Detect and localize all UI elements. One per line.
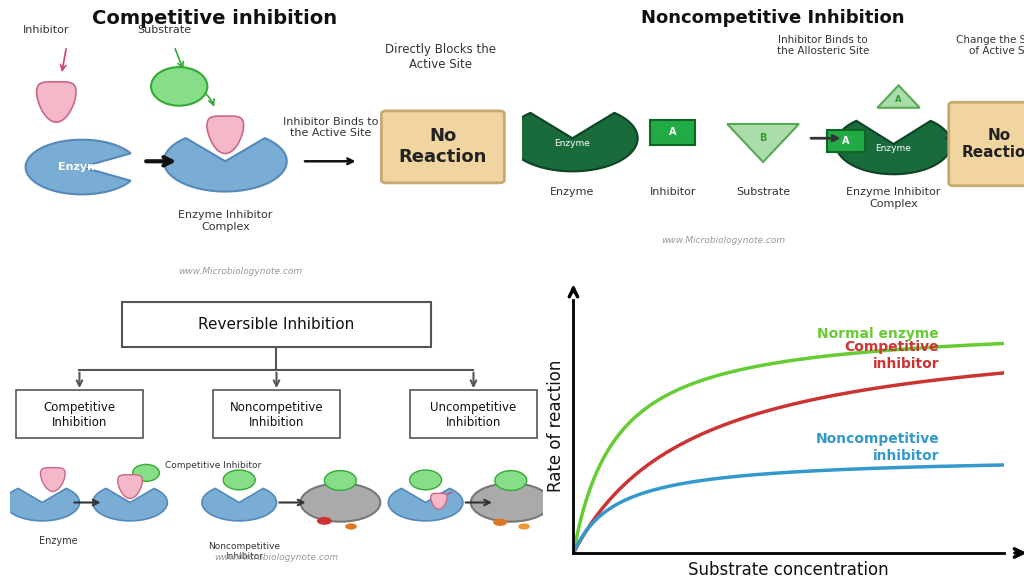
Text: Competitive Inhibitor: Competitive Inhibitor bbox=[165, 461, 261, 471]
Text: No
Reaction: No Reaction bbox=[398, 127, 487, 166]
FancyBboxPatch shape bbox=[213, 389, 340, 438]
FancyBboxPatch shape bbox=[15, 389, 143, 438]
Polygon shape bbox=[164, 138, 287, 191]
Polygon shape bbox=[431, 494, 447, 509]
Polygon shape bbox=[93, 488, 167, 521]
Text: Inhibitor: Inhibitor bbox=[23, 25, 70, 35]
Circle shape bbox=[518, 524, 530, 529]
Ellipse shape bbox=[325, 471, 356, 490]
Text: Enzyme Inhibitor
Complex: Enzyme Inhibitor Complex bbox=[847, 187, 941, 209]
Text: Competitive inhibition: Competitive inhibition bbox=[92, 9, 338, 28]
Text: www.Microbiologynote.com: www.Microbiologynote.com bbox=[214, 553, 339, 562]
Circle shape bbox=[317, 517, 332, 525]
Text: www.Microbiologynote.com: www.Microbiologynote.com bbox=[660, 236, 785, 245]
Polygon shape bbox=[118, 475, 142, 498]
Text: Normal enzyme: Normal enzyme bbox=[817, 327, 939, 341]
Polygon shape bbox=[836, 121, 951, 174]
Text: Enzyme: Enzyme bbox=[876, 144, 911, 153]
Ellipse shape bbox=[410, 470, 441, 490]
Text: Inhibitor Binds to
the Active Site: Inhibitor Binds to the Active Site bbox=[283, 116, 378, 138]
Ellipse shape bbox=[133, 464, 160, 482]
Text: A: A bbox=[842, 136, 850, 146]
Text: Directly Blocks the
Active Site: Directly Blocks the Active Site bbox=[385, 43, 496, 71]
FancyBboxPatch shape bbox=[827, 130, 864, 152]
Text: B: B bbox=[760, 133, 767, 143]
X-axis label: Substrate concentration: Substrate concentration bbox=[688, 561, 889, 576]
Polygon shape bbox=[202, 488, 276, 521]
Text: Change the Shape
of Active Site: Change the Shape of Active Site bbox=[955, 35, 1024, 56]
Text: Noncompetitive
Inhibitor: Noncompetitive Inhibitor bbox=[209, 542, 281, 562]
Y-axis label: Rate of reaction: Rate of reaction bbox=[547, 360, 565, 492]
Text: A: A bbox=[895, 95, 902, 104]
Polygon shape bbox=[41, 468, 66, 491]
FancyBboxPatch shape bbox=[381, 111, 504, 183]
Text: A: A bbox=[669, 127, 677, 138]
Ellipse shape bbox=[495, 471, 526, 490]
FancyBboxPatch shape bbox=[122, 302, 431, 347]
Text: Substrate: Substrate bbox=[736, 187, 791, 197]
Polygon shape bbox=[878, 85, 920, 108]
Polygon shape bbox=[5, 488, 80, 521]
Text: Uncompetitive
Inhibition: Uncompetitive Inhibition bbox=[430, 401, 517, 429]
Text: Noncompetitive Inhibition: Noncompetitive Inhibition bbox=[641, 9, 905, 26]
Text: Enzyme: Enzyme bbox=[39, 536, 78, 547]
Text: Substrate: Substrate bbox=[137, 25, 190, 35]
Text: Enzyme: Enzyme bbox=[550, 187, 595, 197]
Ellipse shape bbox=[300, 483, 380, 522]
Polygon shape bbox=[507, 113, 638, 171]
Circle shape bbox=[494, 518, 507, 526]
FancyBboxPatch shape bbox=[650, 120, 695, 146]
Ellipse shape bbox=[471, 483, 551, 522]
Text: Enzyme: Enzyme bbox=[58, 162, 105, 172]
Text: Enzyme: Enzyme bbox=[554, 139, 591, 147]
Text: Enzyme Inhibitor
Complex: Enzyme Inhibitor Complex bbox=[178, 210, 272, 232]
Text: Inhibitor: Inhibitor bbox=[649, 187, 696, 197]
FancyBboxPatch shape bbox=[948, 103, 1024, 185]
Text: Reversible Inhibition: Reversible Inhibition bbox=[199, 317, 354, 332]
Text: Noncompetitive
inhibitor: Noncompetitive inhibitor bbox=[815, 433, 939, 463]
Polygon shape bbox=[26, 140, 131, 194]
Polygon shape bbox=[207, 116, 244, 153]
Text: No
Reaction: No Reaction bbox=[962, 128, 1024, 160]
Text: Noncompetitive
Inhibition: Noncompetitive Inhibition bbox=[229, 401, 324, 429]
Text: Competitive
Inhibition: Competitive Inhibition bbox=[43, 401, 116, 429]
Polygon shape bbox=[37, 82, 76, 122]
Text: Competitive
inhibitor: Competitive inhibitor bbox=[845, 340, 939, 371]
Ellipse shape bbox=[152, 67, 207, 106]
FancyBboxPatch shape bbox=[410, 389, 538, 438]
Circle shape bbox=[345, 524, 357, 529]
Text: www.Microbiologynote.com: www.Microbiologynote.com bbox=[178, 267, 303, 276]
Ellipse shape bbox=[223, 470, 255, 490]
Polygon shape bbox=[727, 124, 799, 162]
Text: Inhibitor Binds to
the Allosteric Site: Inhibitor Binds to the Allosteric Site bbox=[777, 35, 869, 56]
Polygon shape bbox=[388, 488, 463, 521]
